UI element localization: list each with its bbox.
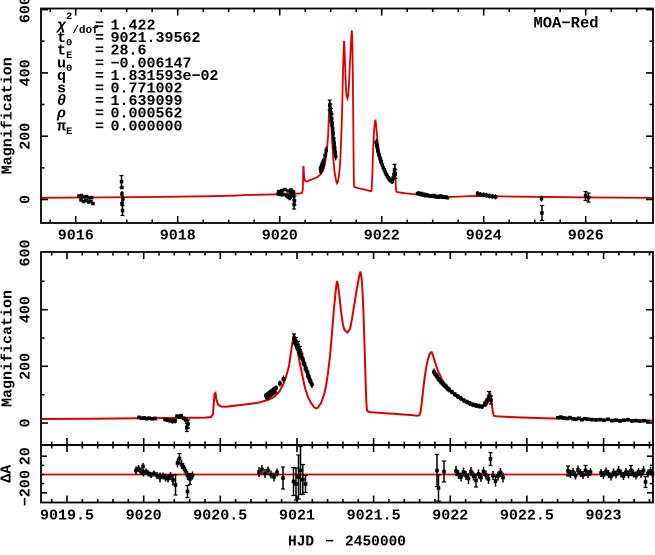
svg-text:1.831593e−02: 1.831593e−02 (111, 68, 219, 85)
svg-text:600: 600 (18, 239, 35, 266)
svg-text:=: = (95, 30, 104, 47)
svg-text:ΔA: ΔA (0, 465, 16, 483)
svg-text:0: 0 (18, 195, 35, 204)
svg-text:9024: 9024 (466, 228, 502, 245)
svg-text:9021.39562: 9021.39562 (111, 30, 201, 47)
svg-text:0.000000: 0.000000 (111, 118, 183, 135)
svg-text:200: 200 (18, 123, 35, 150)
svg-text:=: = (95, 106, 104, 123)
svg-text:9021: 9021 (279, 508, 315, 525)
svg-text:9022: 9022 (432, 508, 468, 525)
svg-text:=: = (95, 93, 104, 110)
svg-text:HJD − 2450000: HJD − 2450000 (288, 535, 406, 551)
svg-text:20: 20 (18, 447, 35, 465)
svg-text:0.771002: 0.771002 (111, 81, 183, 98)
svg-text:9021.5: 9021.5 (347, 508, 401, 525)
svg-text:28.6: 28.6 (111, 43, 147, 60)
svg-text:9020: 9020 (126, 508, 162, 525)
svg-text:s: s (57, 81, 66, 98)
svg-text:1.639099: 1.639099 (111, 93, 183, 110)
svg-text:9022.5: 9022.5 (500, 508, 554, 525)
svg-text:θ: θ (57, 93, 66, 110)
svg-text:=: = (95, 81, 104, 98)
svg-text:=: = (95, 55, 104, 72)
svg-text:ρ: ρ (56, 106, 66, 123)
svg-text:−0.006147: −0.006147 (111, 55, 192, 72)
svg-text:400: 400 (18, 296, 35, 323)
svg-text:=: = (95, 43, 104, 60)
svg-text:600: 600 (18, 0, 35, 23)
svg-text:9019.5: 9019.5 (40, 508, 94, 525)
svg-text:400: 400 (18, 59, 35, 86)
svg-text:0.000562: 0.000562 (111, 106, 183, 123)
svg-text:9023: 9023 (586, 508, 622, 525)
svg-text:=: = (95, 68, 104, 85)
svg-text:q: q (57, 68, 66, 85)
svg-text:9020.5: 9020.5 (193, 508, 247, 525)
svg-text:9016: 9016 (58, 228, 94, 245)
svg-text:9018: 9018 (160, 228, 196, 245)
svg-text:Magnification: Magnification (0, 290, 17, 407)
svg-text:−20: −20 (18, 479, 35, 506)
svg-text:9026: 9026 (568, 228, 604, 245)
svg-text:Magnification: Magnification (0, 57, 17, 174)
svg-text:200: 200 (18, 353, 35, 380)
svg-text:=: = (95, 118, 104, 135)
svg-text:1.422: 1.422 (111, 18, 156, 35)
svg-text:MOA−Red: MOA−Red (533, 15, 598, 33)
svg-text:0: 0 (18, 470, 35, 479)
svg-text:χ2/dof: χ2/dof (55, 11, 99, 37)
svg-text:=: = (95, 18, 104, 35)
svg-text:9020: 9020 (262, 228, 298, 245)
svg-text:9022: 9022 (364, 228, 400, 245)
svg-text:0: 0 (18, 418, 35, 427)
